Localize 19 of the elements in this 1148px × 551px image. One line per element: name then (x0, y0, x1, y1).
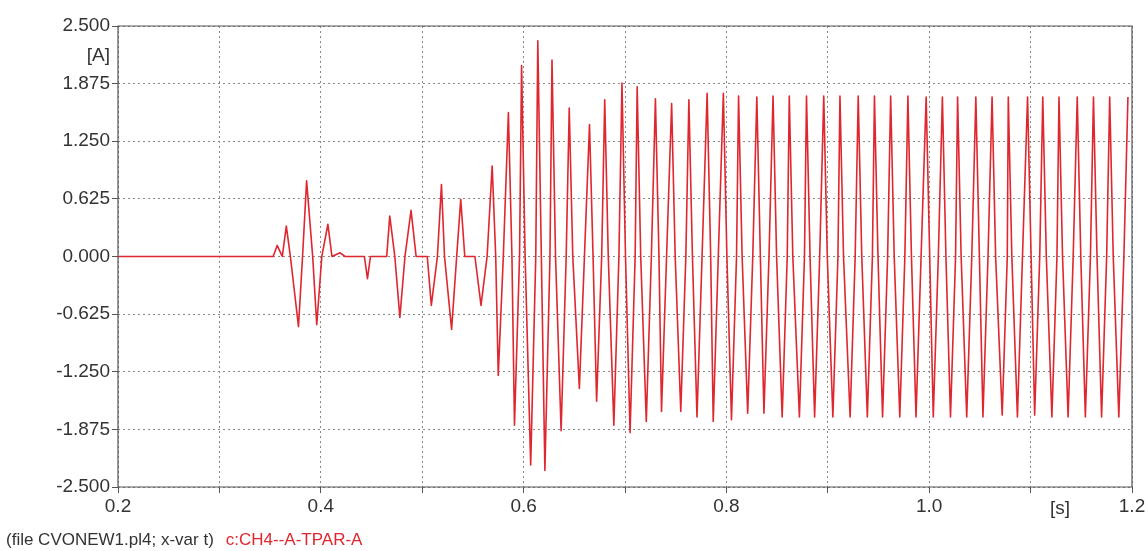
x-tick-label: 1.2 (1118, 494, 1146, 516)
text: c:CH4--A-TPAR-A (225, 529, 364, 549)
y-tick-label: 0.625 (62, 187, 110, 209)
x-tick-label: 0.2 (104, 494, 132, 516)
x-tick-label: 0.4 (307, 494, 335, 516)
y-tick-label: -0.625 (56, 302, 110, 324)
x-tick-label: 0.8 (713, 494, 740, 516)
y-tick-label: 1.250 (62, 129, 110, 151)
y-tick-label: 1.875 (62, 71, 110, 93)
x-tick-label: 0.6 (510, 494, 537, 516)
y-tick-label: 0.000 (62, 244, 110, 266)
x-axis-title: [s] (1049, 497, 1071, 519)
y-axis-title: [A] (86, 44, 110, 66)
y-tick-label: -2.500 (56, 475, 110, 497)
y-tick-label: -1.875 (56, 417, 110, 439)
y-tick-label: -1.250 (56, 359, 110, 381)
text: (file CVONEW1.pl4; x-var t) (6, 529, 214, 549)
x-tick-label: 1.0 (915, 494, 943, 516)
y-tick-label: 2.500 (62, 14, 110, 36)
